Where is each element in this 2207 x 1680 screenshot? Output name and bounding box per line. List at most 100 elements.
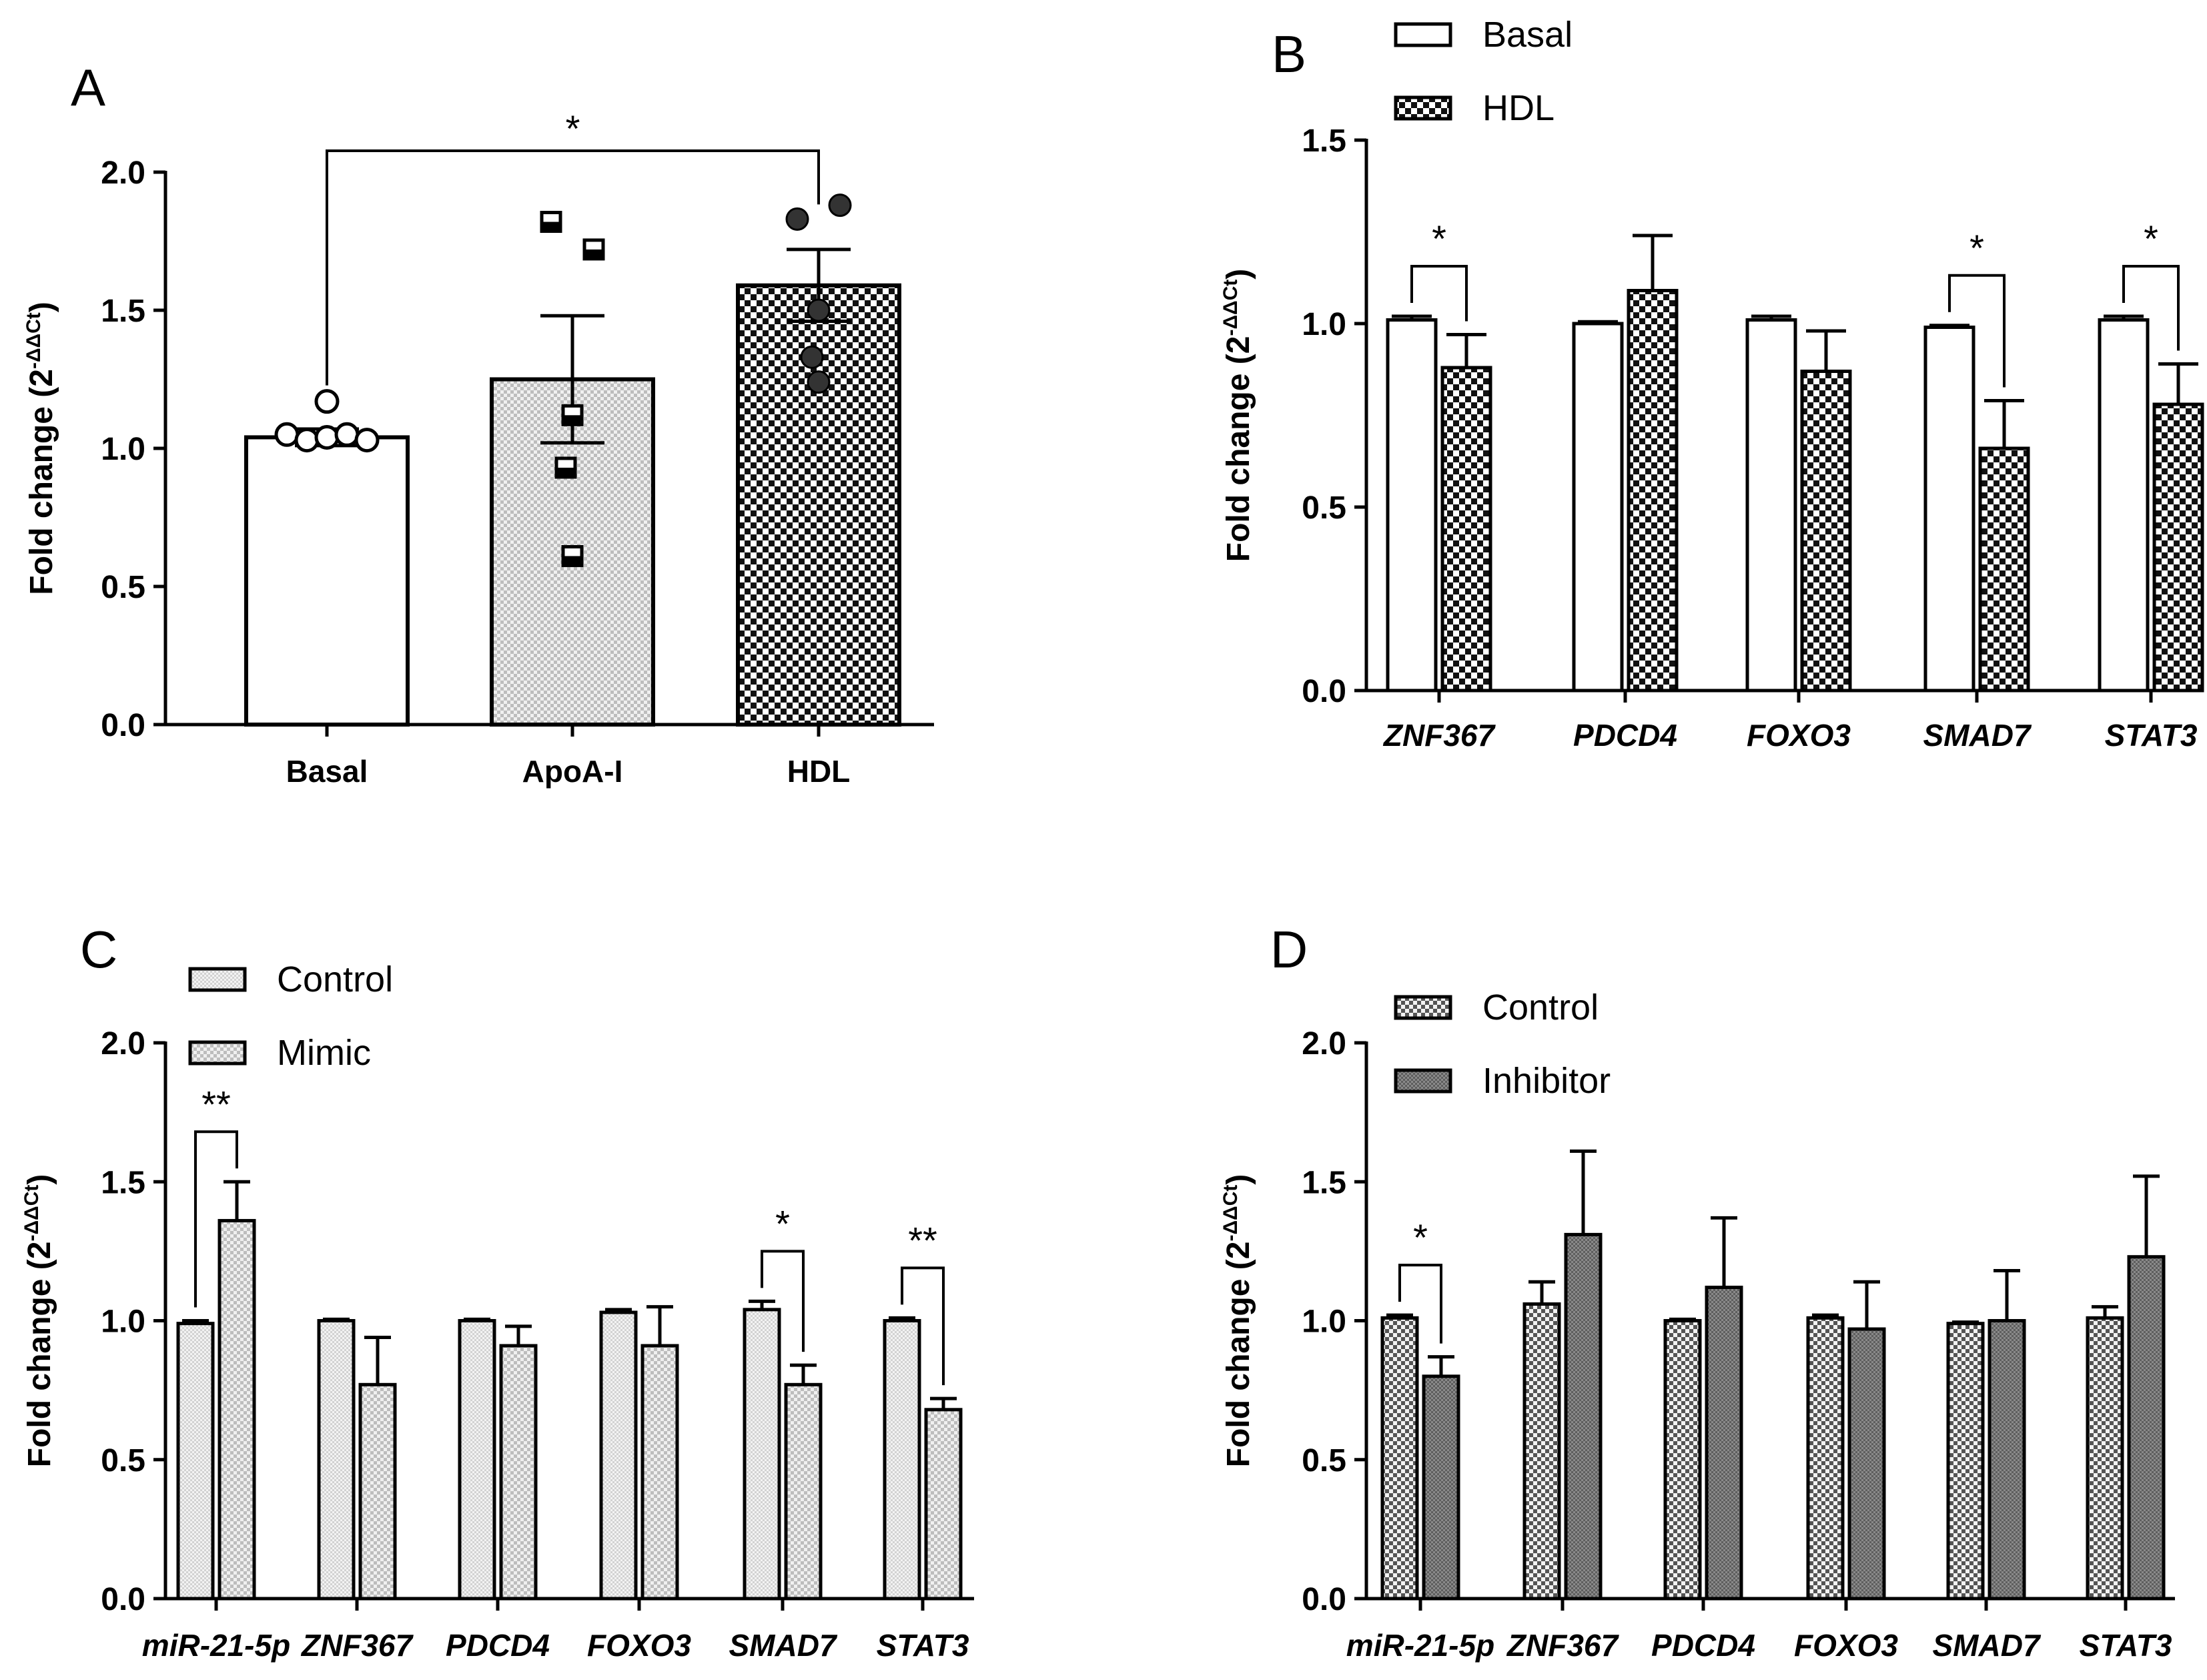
bar xyxy=(2127,1255,2166,1601)
y-axis-label: Fold change (2-ΔΔCt) xyxy=(1220,1174,1256,1467)
x-category-label: STAT3 xyxy=(2080,1628,2172,1663)
data-point xyxy=(800,345,824,369)
bar xyxy=(2086,1316,2124,1601)
y-tick-label: 1.0 xyxy=(101,432,145,467)
bar xyxy=(1800,370,1852,693)
x-category-label: miR-21-5p xyxy=(1346,1628,1494,1663)
legend-swatch xyxy=(1394,1068,1452,1094)
data-point xyxy=(785,207,809,231)
y-tick-label: 1.5 xyxy=(101,294,145,329)
data-point-fill xyxy=(584,249,603,259)
data-point-fill xyxy=(563,415,582,425)
significance-bracket xyxy=(194,1130,238,1308)
significance-bracket xyxy=(1948,274,2006,388)
significance-label: ** xyxy=(201,1083,231,1125)
legend-label: Inhibitor xyxy=(1482,1061,1611,1101)
panel-letter: B xyxy=(1272,25,1306,83)
significance-label: ** xyxy=(908,1219,937,1261)
y-tick-label: 0.5 xyxy=(101,1443,145,1479)
legend-label: Control xyxy=(277,959,393,999)
data-point xyxy=(274,422,300,447)
bar xyxy=(1705,1286,1743,1601)
x-category-label: ZNF367 xyxy=(1506,1628,1620,1663)
panel-c: C 0.0 0.5 1.0 1.5 2.0 Fold change (2-ΔΔCt) miR-… xyxy=(21,920,974,1663)
panel-a: A 0.0 0.5 1.0 1.5 2.0 Fold change (2-ΔΔCt) Basa… xyxy=(23,58,934,789)
data-point-fill xyxy=(563,556,582,566)
significance-label: * xyxy=(1969,227,1984,269)
legend-swatch xyxy=(1394,995,1452,1020)
legend-label: Basal xyxy=(1482,15,1573,55)
significance-bracket xyxy=(326,149,820,386)
y-axis-label: Fold change (2-ΔΔCt) xyxy=(23,302,59,594)
y-tick-label: 1.5 xyxy=(1302,123,1346,159)
data-point-fill xyxy=(542,222,560,232)
bar xyxy=(1564,1232,1603,1601)
bar xyxy=(743,1308,781,1601)
bar xyxy=(1806,1316,1845,1601)
x-category-label: FOXO3 xyxy=(1747,718,1851,753)
data-point xyxy=(334,422,360,447)
bar xyxy=(1572,322,1624,693)
bar xyxy=(1386,318,1438,693)
x-category-label: SMAD7 xyxy=(1932,1628,2041,1663)
x-category-label: Basal xyxy=(286,754,368,789)
legend-swatch xyxy=(188,967,247,992)
x-category-label: FOXO3 xyxy=(587,1628,691,1663)
y-axis-label: Fold change (2-ΔΔCt) xyxy=(21,1174,57,1467)
legend-swatch xyxy=(1394,22,1452,47)
bar xyxy=(599,1310,638,1601)
panel-letter: C xyxy=(80,920,117,979)
y-tick-label: 0.0 xyxy=(1302,1582,1346,1617)
significance-label: * xyxy=(1413,1216,1428,1258)
y-axis-label: Fold change (2-ΔΔCt) xyxy=(1220,269,1256,562)
bar xyxy=(1380,1316,1419,1601)
x-category-label: PDCD4 xyxy=(446,1628,550,1663)
data-point-fill xyxy=(556,467,575,477)
x-category-label: SMAD7 xyxy=(729,1628,837,1663)
data-point xyxy=(314,424,340,450)
bar xyxy=(784,1382,823,1601)
bar xyxy=(883,1319,921,1601)
bar xyxy=(924,1408,963,1601)
y-tick-label: 0.0 xyxy=(101,708,145,743)
y-tick-label: 1.5 xyxy=(101,1165,145,1200)
data-point xyxy=(294,428,320,453)
y-tick-label: 2.0 xyxy=(101,1026,145,1062)
panel-d: D 0.0 0.5 1.0 1.5 2.0 Fold change (2-ΔΔCt) miR-… xyxy=(1220,920,2175,1663)
x-category-label: STAT3 xyxy=(877,1628,969,1663)
y-tick-label: 0.5 xyxy=(1302,490,1346,526)
y-tick-label: 0.5 xyxy=(101,570,145,605)
significance-bracket xyxy=(901,1266,945,1386)
x-category-label: FOXO3 xyxy=(1794,1628,1898,1663)
bar xyxy=(1627,289,1679,693)
significance-label: * xyxy=(775,1202,790,1244)
y-tick-label: 0.0 xyxy=(1302,674,1346,709)
significance-label: * xyxy=(566,107,580,149)
data-point xyxy=(828,193,852,218)
significance-label: * xyxy=(1432,218,1446,260)
bar xyxy=(1522,1302,1561,1601)
significance-bracket xyxy=(1410,265,1468,322)
x-category-label: PDCD4 xyxy=(1573,718,1677,753)
significance-bracket xyxy=(1398,1264,1442,1344)
significance-label: * xyxy=(2144,218,2158,260)
bar xyxy=(1422,1374,1460,1601)
y-tick-label: 1.5 xyxy=(1302,1165,1346,1200)
bar xyxy=(1946,1322,1985,1601)
data-point xyxy=(314,389,340,414)
bar xyxy=(1847,1327,1886,1601)
significance-bracket xyxy=(761,1250,805,1352)
data-point xyxy=(354,428,380,453)
panel-letter: D xyxy=(1270,920,1308,979)
bar xyxy=(2098,318,2150,693)
y-tick-label: 0.5 xyxy=(1302,1443,1346,1479)
bar xyxy=(1923,326,1975,693)
bar xyxy=(1978,446,2030,693)
y-tick-label: 1.0 xyxy=(1302,1304,1346,1340)
x-category-label: SMAD7 xyxy=(1923,718,2032,753)
x-category-label: ApoA-I xyxy=(522,754,623,789)
bar xyxy=(640,1344,679,1601)
bar xyxy=(1663,1319,1702,1601)
y-tick-label: 2.0 xyxy=(1302,1026,1346,1062)
